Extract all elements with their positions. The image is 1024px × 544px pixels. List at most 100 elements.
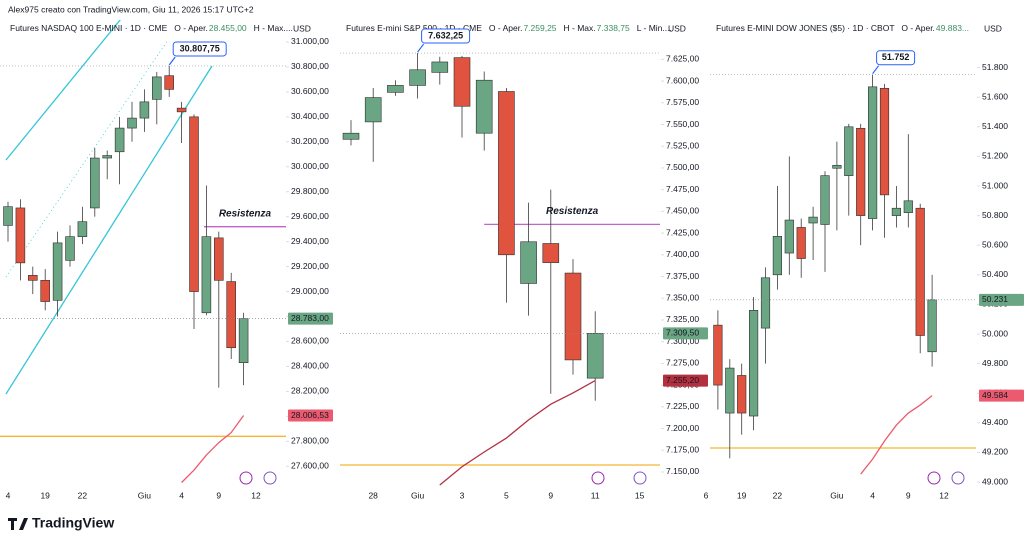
y-tick-label: 31.000,00 [291,36,329,46]
candle-body [520,241,537,284]
candle-body [238,318,249,363]
y-tick-label: 51.800 [982,62,1008,72]
y-tick-label: 49.800 [982,358,1008,368]
callout-label: 30.807,75 [180,43,220,53]
readout: 28.455,00 [209,23,247,33]
plot-area [340,52,660,486]
y-tick-label: 29.000,00 [291,286,329,296]
y-tick-label: 7.575,00 [666,97,699,107]
brand-logo: TradingView [8,515,114,531]
y-tick-label: 7.525,00 [666,140,699,150]
candle-body [820,175,830,225]
y-tick-label: 7.150,00 [666,466,699,476]
candle-body [586,333,604,379]
y-tick-label: 29.200,00 [291,261,329,271]
y-tick-label: 27.600,00 [291,461,329,471]
ma-box [663,374,708,387]
readout: 49.883... [936,23,969,33]
candle-body [364,97,382,123]
candle-body [772,236,782,276]
readout: O - Aper. [489,23,523,33]
y-tick-label: 30.400,00 [291,111,329,121]
y-tick-label: 28.600,00 [291,336,329,346]
toolbar-icons [239,471,965,485]
callout-label: 7.632,25 [428,30,463,40]
last-price-box [979,293,1024,306]
candle-body [856,127,866,216]
candle-body [409,69,426,86]
readout: H - Max.... [254,23,293,33]
candle-body [879,88,890,196]
y-tick-label: 51.400 [982,121,1008,131]
candle-body [189,116,199,292]
candle-body [915,207,925,336]
y-tick-label: 49.200 [982,447,1008,457]
y-tick-label: 28.400,00 [291,361,329,371]
y-tick-label: 50.800 [982,210,1008,220]
y-tick-label: 7.400,00 [666,249,699,259]
chart-title: Futures E-MINI DOW JONES ($5) · 1D · CBO… [716,23,969,33]
candle-body [226,281,236,349]
y-tick-label: 51.000 [982,180,1008,190]
brand: TradingView [32,515,114,531]
x-tick-label: 9 [216,490,221,500]
title: Futures E-mini S&P 500 · 1D · CME [346,23,482,33]
callout-box [421,28,471,44]
candle-body [784,219,794,254]
chart-title: Futures E-mini S&P 500 · 1D · CME O - Ape… [346,23,672,33]
y-tick-label: 29.400,00 [291,236,329,246]
y-tick-label: 29.600,00 [291,211,329,221]
callout-label: 51.752 [882,52,910,62]
y-tick-label: 51.600 [982,91,1008,101]
x-tick-label: 22 [773,490,783,500]
y-tick-label: 7.550,00 [666,119,699,129]
candle-body [891,207,901,216]
candle-body [28,275,38,281]
title: Futures E-MINI DOW JONES ($5) · 1D · CBO… [716,23,894,33]
x-tick-label: 12 [251,490,261,500]
y-tick-label: 7.350,00 [666,292,699,302]
y-tick-label: 7.425,00 [666,227,699,237]
moving-average [439,380,596,486]
x-tick-label: 22 [78,490,88,500]
moving-average [860,395,933,475]
readout: L - Min.... [637,23,672,33]
ma-box [288,409,333,422]
x-tick-label: 19 [40,490,50,500]
currency: USD [293,23,311,33]
candle-body [542,243,560,263]
resistance-label: Resistenza [219,208,272,219]
y-tick-label: 30.800,00 [291,61,329,71]
channel [5,20,213,395]
y-tick-label: 30.200,00 [291,136,329,146]
credit: Alex975 creato con TradingView.com, Giu … [8,4,254,14]
candle-body [475,79,493,134]
readout: O - Aper. [174,23,208,33]
y-tick-label: 28.200,00 [291,386,329,396]
x-tick-label: Giu [830,490,844,500]
candle-body [3,206,13,226]
candle-body [832,164,842,169]
x-tick-label: 12 [939,490,949,500]
candle-body [164,75,174,90]
x-tick-label: 4 [179,490,184,500]
candle-body [431,61,449,73]
y-tick-label: 7.500,00 [666,162,699,172]
x-tick-label: 9 [548,490,553,500]
callout-pointer [168,56,176,66]
candle-body [342,132,360,140]
candle-body [139,101,150,119]
last-price-box [288,312,333,325]
ma-label: 7.255,20 [666,375,699,385]
candle-body [15,207,26,264]
candle-body [201,236,212,314]
candle-body [498,91,515,256]
plot-area [0,65,286,483]
y-tick-label: 49.000 [982,476,1008,486]
candle-body [868,86,878,219]
y-tick-label: 7.275,00 [666,358,699,368]
candle-body [927,299,937,353]
x-tick-label: 3 [460,490,465,500]
ma-label: 49.584 [982,390,1008,400]
